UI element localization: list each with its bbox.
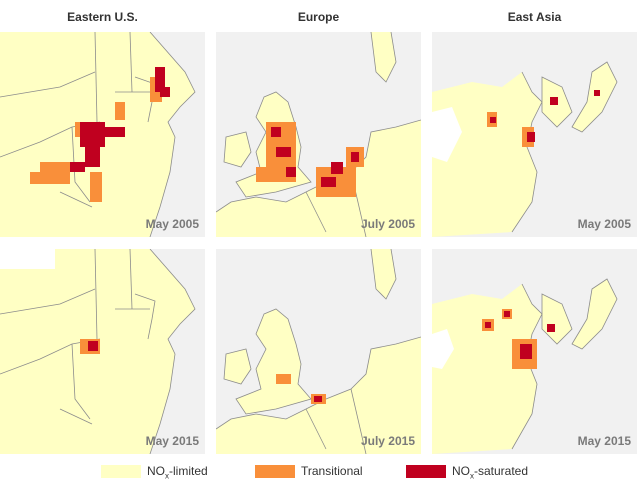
scandinavia (371, 32, 396, 82)
date-label: May 2015 (577, 434, 631, 448)
map-east-asia-2005 (432, 32, 637, 237)
map-panel-eastern-us-2015: May 2015 (0, 249, 205, 454)
coastlines (216, 32, 421, 237)
saturated-cells (485, 311, 555, 359)
saturated-cells (70, 67, 170, 172)
map-eastern-us-2005 (0, 32, 205, 237)
map-panel-east-asia-2005: May 2005 (432, 32, 637, 237)
map-panel-europe-2015: July 2015 (216, 249, 421, 454)
date-label: May 2015 (145, 434, 199, 448)
date-label: July 2015 (360, 434, 415, 448)
mainland-china (432, 284, 542, 454)
legend-swatch-transitional (255, 465, 295, 478)
column-title-eastern-us: Eastern U.S. (67, 10, 138, 24)
mainland-china (432, 72, 542, 237)
japan (572, 279, 617, 349)
map-panel-eastern-us-2005: May 2005 (0, 32, 205, 237)
no-data-region (432, 329, 454, 369)
legend-swatch-nox-saturated (406, 465, 446, 478)
legend-label-nox-saturated: NOx-saturated (452, 464, 529, 481)
japan (572, 62, 617, 132)
saturated-cells (88, 341, 98, 351)
map-eastern-us-2015 (0, 249, 205, 454)
date-label: May 2005 (577, 217, 631, 231)
legend-swatch-nox-limited (101, 465, 141, 478)
ocean-area (150, 249, 205, 454)
ireland (224, 132, 251, 167)
map-panel-europe-2005: July 2005 (216, 32, 421, 237)
saturated-cells (314, 396, 322, 402)
map-europe-2015 (216, 249, 421, 454)
date-label: May 2005 (145, 217, 199, 231)
ocean-area (150, 32, 205, 237)
scandinavia (371, 249, 396, 299)
legend: NOx-limited Transitional NOx-saturated (0, 462, 637, 482)
map-panel-east-asia-2015: May 2015 (432, 249, 637, 454)
map-east-asia-2015 (432, 249, 637, 454)
saturated-cells (271, 127, 359, 187)
great-britain (236, 309, 311, 414)
no-data-region (0, 249, 55, 269)
saturated-cells (490, 90, 600, 142)
continental-europe (216, 120, 421, 237)
legend-label-nox-limited: NOx-limited (147, 464, 208, 481)
map-europe-2005 (216, 32, 421, 237)
column-title-east-asia: East Asia (507, 10, 562, 24)
ireland (224, 349, 251, 384)
legend-label-transitional: Transitional (301, 464, 363, 478)
column-title-europe: Europe (297, 10, 340, 24)
date-label: July 2005 (360, 217, 415, 231)
no-data-region (432, 107, 462, 162)
continental-europe (216, 337, 421, 454)
